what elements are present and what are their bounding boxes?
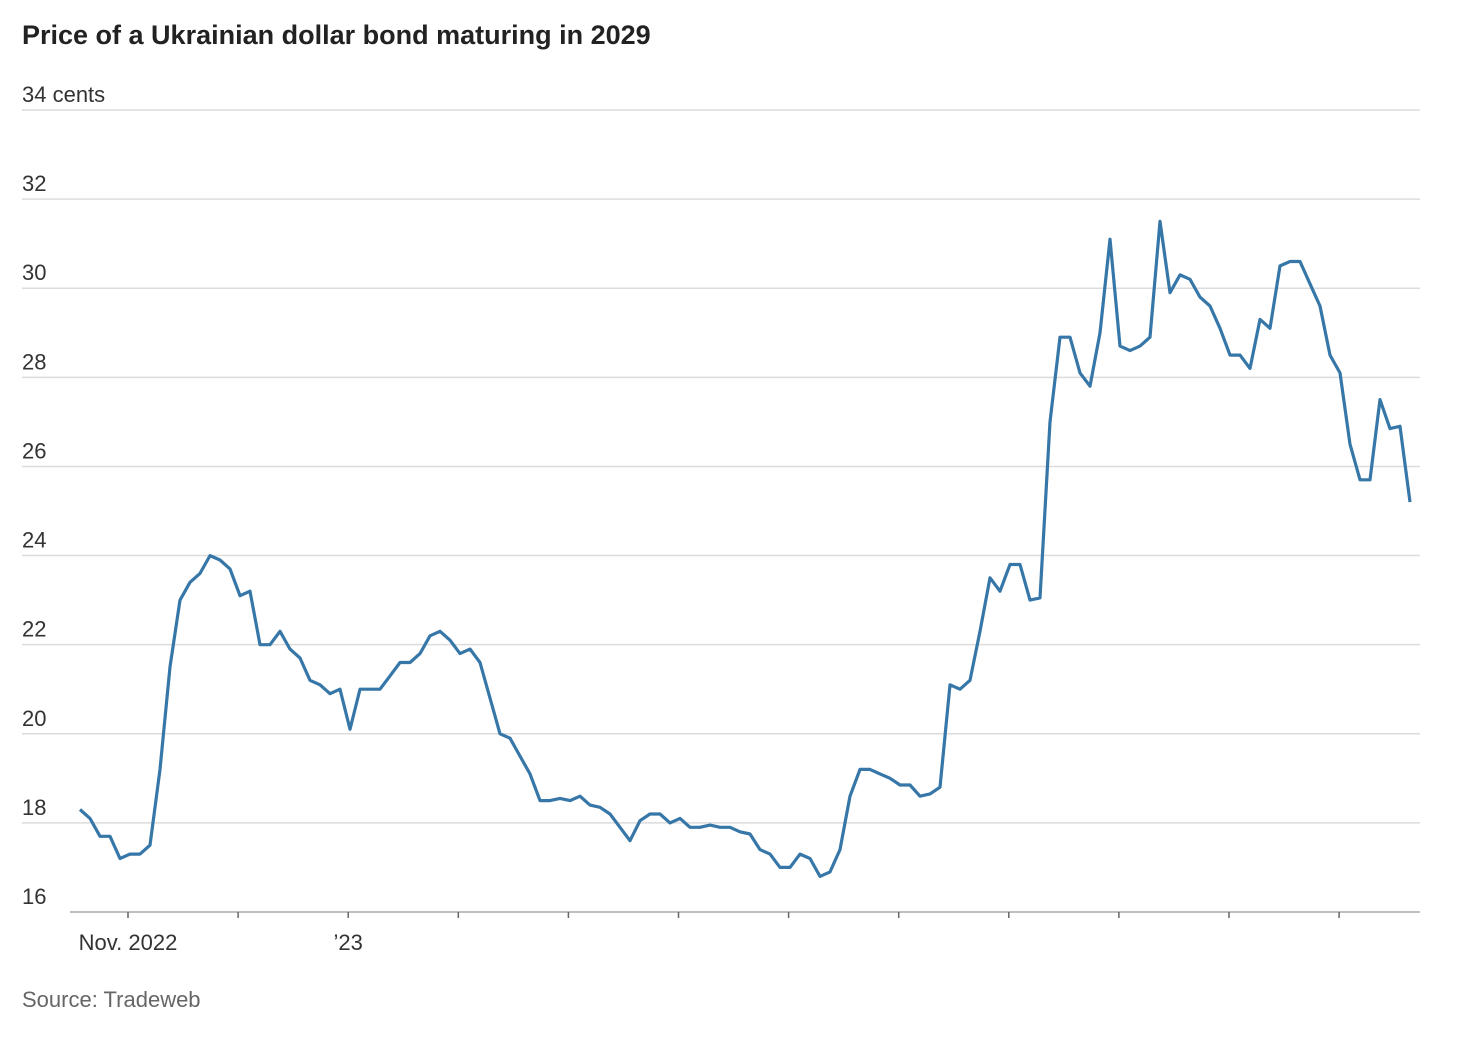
y-tick-label: 32 xyxy=(22,171,46,196)
y-tick-label: 18 xyxy=(22,795,46,820)
source: Source: Tradeweb xyxy=(22,987,201,1012)
line xyxy=(78,219,1412,878)
y-tick-label: 22 xyxy=(22,617,46,642)
chart-title: Price of a Ukrainian dollar bond maturin… xyxy=(22,20,651,50)
x-tick-label: Nov. 2022 xyxy=(79,930,178,955)
y-tick-label: 28 xyxy=(22,349,46,374)
y-tick-label: 24 xyxy=(22,528,46,553)
x-tick-label: ’23 xyxy=(334,930,363,955)
y-tick-label: 34 cents xyxy=(22,82,105,107)
y-tick-label: 16 xyxy=(22,884,46,909)
y-tick-label: 20 xyxy=(22,706,46,731)
y-tick-label: 26 xyxy=(22,438,46,463)
y-tick-label: 30 xyxy=(22,260,46,285)
